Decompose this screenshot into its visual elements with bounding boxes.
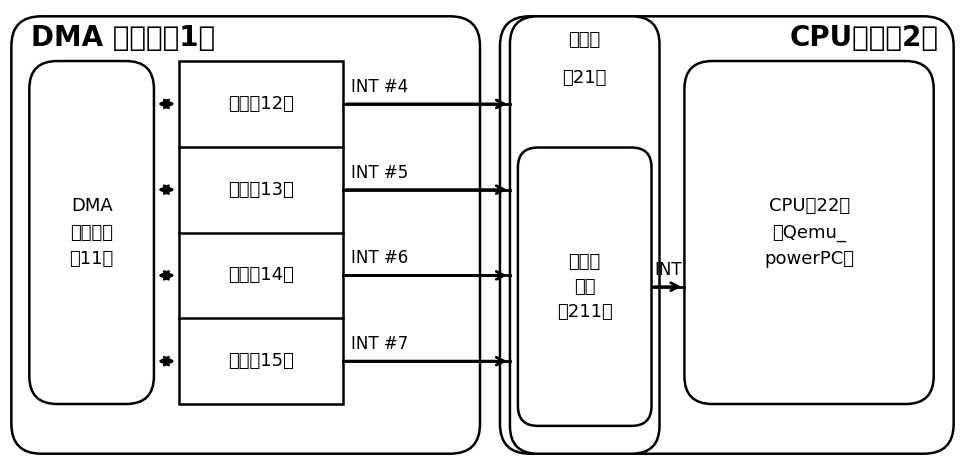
Text: DMA 控制器（1）: DMA 控制器（1） [31, 24, 215, 52]
FancyBboxPatch shape [12, 16, 480, 454]
Text: 中间件: 中间件 [569, 31, 601, 49]
Text: 通道（14）: 通道（14） [229, 266, 294, 284]
Text: INT #4: INT #4 [352, 78, 409, 96]
Text: INT #7: INT #7 [352, 335, 409, 353]
Text: 通道（15）: 通道（15） [229, 352, 294, 370]
Bar [179, 61, 343, 404]
FancyBboxPatch shape [29, 61, 154, 404]
Text: INT #6: INT #6 [352, 249, 409, 267]
FancyBboxPatch shape [517, 148, 651, 426]
Text: INT: INT [654, 261, 682, 279]
FancyBboxPatch shape [510, 16, 660, 454]
FancyBboxPatch shape [684, 61, 934, 404]
Text: 中断控
制器
（211）: 中断控 制器 （211） [557, 253, 612, 321]
Text: CPU单元（2）: CPU单元（2） [790, 24, 939, 52]
Text: 通道（12）: 通道（12） [229, 95, 294, 113]
Text: INT #5: INT #5 [352, 164, 409, 182]
Text: DMA
执行单元
（11）: DMA 执行单元 （11） [70, 197, 113, 268]
Text: （21）: （21） [563, 69, 607, 87]
Text: CPU（22）
（Qemu_
powerPC）: CPU（22） （Qemu_ powerPC） [765, 197, 854, 268]
FancyBboxPatch shape [500, 16, 953, 454]
Text: 通道（13）: 通道（13） [229, 181, 294, 199]
